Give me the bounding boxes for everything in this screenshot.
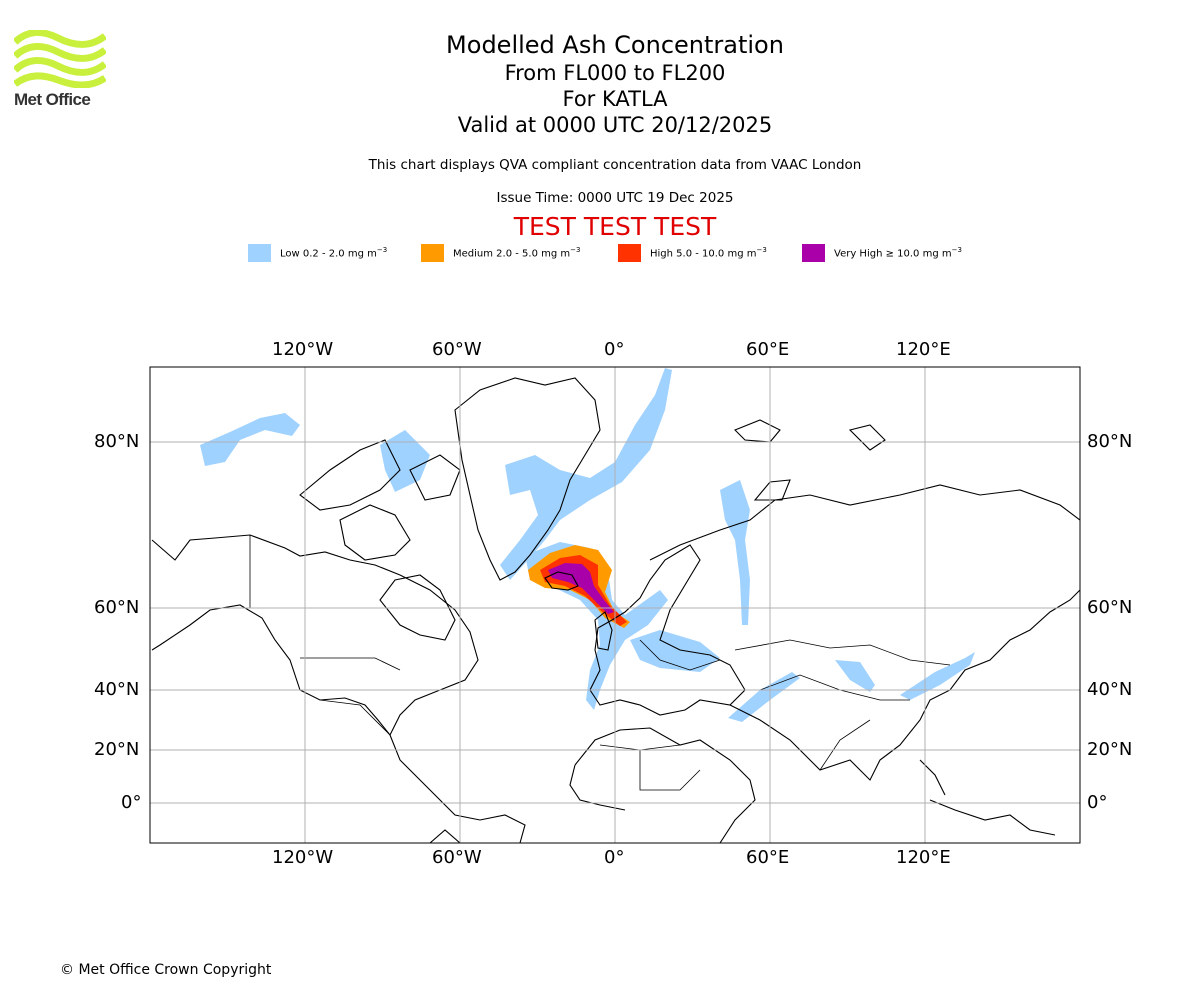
copyright-notice: © Met Office Crown Copyright: [60, 962, 272, 978]
volcano-name: For KATLA: [562, 87, 668, 111]
issue-time: Issue Time: 0000 UTC 19 Dec 2025: [496, 190, 734, 206]
lat-label-left-80n: 80°N: [94, 431, 140, 452]
map-gridlines: [150, 367, 1080, 843]
coastlines: [151, 377, 1080, 843]
ash-low-region: [728, 672, 800, 722]
ash-low-region: [720, 480, 750, 625]
flight-level-range: From FL000 to FL200: [504, 61, 726, 85]
test-banner: TEST TEST TEST: [513, 212, 717, 241]
lat-label-right-20n: 20°N: [1087, 739, 1133, 760]
lat-label-left-0: 0°: [121, 792, 142, 813]
lat-label-left-60n: 60°N: [94, 597, 140, 618]
lat-label-right-40n: 40°N: [1087, 679, 1133, 700]
ash-low-region: [500, 368, 672, 580]
lon-label-bottom-60e: 60°E: [746, 847, 790, 868]
lon-label-top-60e: 60°E: [746, 339, 790, 360]
country-borders: [249, 535, 951, 791]
ash-low-region: [835, 660, 875, 692]
lon-label-bottom-120e: 120°E: [896, 847, 951, 868]
legend-swatch-very-high: [802, 244, 825, 262]
lat-label-left-40n: 40°N: [94, 679, 140, 700]
met-office-logo-text: Met Office: [14, 90, 91, 109]
legend-label-very-high: Very High ≥ 10.0 mg m−3: [834, 246, 962, 260]
ash-low-region: [380, 430, 430, 492]
lat-label-right-80n: 80°N: [1087, 431, 1133, 452]
met-office-waves-icon: [14, 30, 106, 88]
chart-title: Modelled Ash Concentration: [446, 31, 784, 59]
lon-label-top-120e: 120°E: [896, 339, 951, 360]
legend-swatch-high: [618, 244, 641, 262]
lat-label-right-60n: 60°N: [1087, 597, 1133, 618]
ash-low-region: [630, 630, 720, 672]
ash-low-regions: [200, 368, 975, 722]
chart-description: This chart displays QVA compliant concen…: [368, 157, 862, 173]
ash-low-region: [900, 652, 975, 700]
lon-label-top-60w: 60°W: [432, 339, 482, 360]
met-office-logo: Met Office: [14, 30, 106, 112]
ash-very-high-region: [548, 563, 614, 614]
valid-time: Valid at 0000 UTC 20/12/2025: [457, 113, 773, 137]
lon-label-bottom-60w: 60°W: [432, 847, 482, 868]
ash-low-region: [200, 413, 300, 466]
legend-label-high: High 5.0 - 10.0 mg m−3: [650, 246, 767, 260]
lon-label-top-0: 0°: [604, 339, 625, 360]
lat-label-right-0: 0°: [1087, 792, 1108, 813]
lat-label-left-20n: 20°N: [94, 739, 140, 760]
map-frame: [149, 366, 1081, 844]
legend-label-medium: Medium 2.0 - 5.0 mg m−3: [453, 246, 581, 260]
concentration-legend: Low 0.2 - 2.0 mg m−3 Medium 2.0 - 5.0 mg…: [0, 244, 1200, 264]
legend-swatch-medium: [421, 244, 444, 262]
legend-swatch-low: [248, 244, 271, 262]
chart-title-block: Modelled Ash Concentration From FL000 to…: [315, 30, 915, 138]
lon-label-bottom-0: 0°: [604, 847, 625, 868]
lon-label-bottom-120w: 120°W: [272, 847, 334, 868]
lon-label-top-120w: 120°W: [272, 339, 334, 360]
legend-label-low: Low 0.2 - 2.0 mg m−3: [280, 246, 388, 260]
